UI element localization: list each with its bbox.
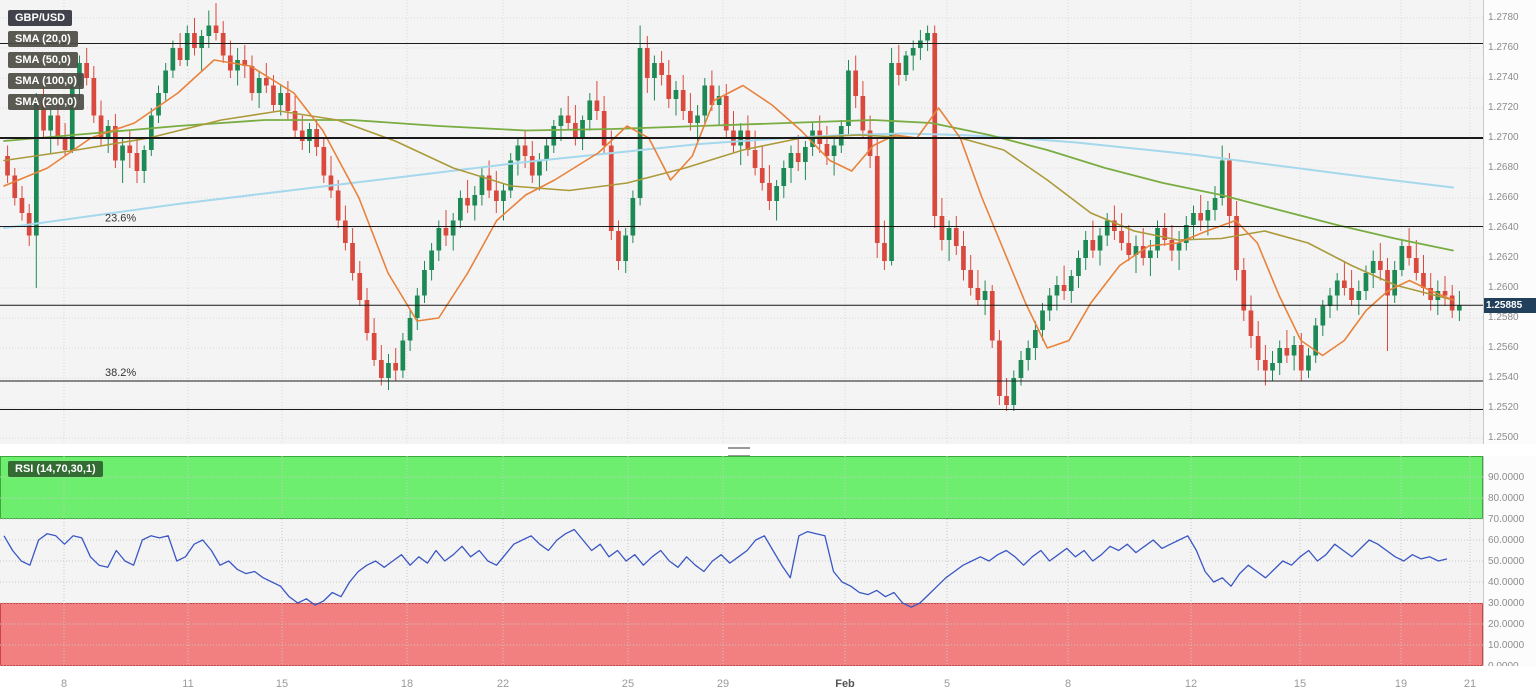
price-tick-label: 1.2520: [1488, 402, 1519, 413]
rsi-tick-label: 30.0000: [1488, 598, 1525, 609]
date-tick-label: 22: [496, 678, 510, 690]
price-tick-label: 1.2560: [1488, 342, 1519, 353]
date-tick-label: 5: [943, 678, 951, 690]
price-tick-label: 1.2760: [1488, 42, 1519, 53]
date-tick-label: 25: [621, 678, 635, 690]
sma100-badge[interactable]: SMA (100,0): [8, 73, 84, 89]
rsi-line: [3, 528, 1448, 608]
rsi-tick-label: 40.0000: [1488, 577, 1525, 588]
candlestick-chart[interactable]: 23.6% 38.2%: [0, 0, 1483, 444]
date-tick-label: 19: [1394, 678, 1408, 690]
date-tick-label: 15: [275, 678, 289, 690]
price-tick-label: 1.2720: [1488, 102, 1519, 113]
price-tick-label: 1.2740: [1488, 72, 1519, 83]
sma200-badge[interactable]: SMA (200,0): [8, 94, 84, 110]
sma20-badge[interactable]: SMA (20,0): [8, 31, 78, 47]
last-price-badge: 1.25885: [1484, 297, 1536, 313]
candles-layer: [5, 3, 1462, 411]
symbol-badge[interactable]: GBP/USD: [8, 10, 73, 26]
price-tick-label: 1.2660: [1488, 192, 1519, 203]
analysis-lines-layer[interactable]: 23.6% 38.2%: [0, 43, 1483, 410]
panel-divider: [0, 444, 1536, 457]
price-axis[interactable]: 1.25885 1.2780 1.2760 1.2740 1.2720 1.2700 1.…: [1483, 0, 1536, 444]
rsi-tick-label: 70.0000: [1488, 514, 1525, 525]
date-tick-label: Feb: [835, 678, 855, 690]
sma-lines-layer: [3, 59, 1454, 357]
fib-level-label: 23.6%: [105, 213, 136, 225]
rsi-oversold-band: [0, 603, 1483, 666]
price-tick-label: 1.2680: [1488, 162, 1519, 173]
fib-level-label: 38.2%: [105, 367, 136, 379]
price-tick-label: 1.2580: [1488, 312, 1519, 323]
rsi-chart[interactable]: [0, 456, 1483, 666]
rsi-gridlines: [0, 456, 1483, 666]
rsi-badge[interactable]: RSI (14,70,30,1): [8, 461, 103, 477]
date-tick-label: 8: [1064, 678, 1072, 690]
price-tick-label: 1.2500: [1488, 432, 1519, 443]
rsi-panel[interactable]: RSI (14,70,30,1): [0, 456, 1483, 667]
rsi-tick-label: 20.0000: [1488, 619, 1525, 630]
sma50-badge[interactable]: SMA (50,0): [8, 52, 78, 68]
date-tick-label: 11: [182, 678, 194, 690]
date-tick-label: 12: [1184, 678, 1198, 690]
date-axis[interactable]: 8 11 15 18 22 25 29 Feb 5 8 12 15 19 21: [0, 666, 1536, 700]
date-tick-label: 29: [716, 678, 730, 690]
rsi-tick-label: 80.0000: [1488, 493, 1525, 504]
price-tick-label: 1.2600: [1488, 282, 1519, 293]
price-tick-label: 1.2700: [1488, 132, 1519, 143]
price-tick-label: 1.2620: [1488, 252, 1519, 263]
rsi-tick-label: 90.0000: [1488, 472, 1525, 483]
date-tick-label: 18: [400, 678, 414, 690]
rsi-tick-label: 10.0000: [1488, 640, 1525, 651]
rsi-tick-label: 60.0000: [1488, 535, 1525, 546]
date-tick-label: 21: [1463, 678, 1477, 690]
date-tick-label: 8: [60, 678, 68, 690]
rsi-tick-label: 50.0000: [1488, 556, 1525, 567]
main-gridlines: [0, 0, 1483, 444]
rsi-overbought-band: [0, 456, 1483, 519]
main-price-panel[interactable]: 23.6% 38.2%: [0, 0, 1483, 445]
price-tick-label: 1.2540: [1488, 372, 1519, 383]
rsi-axis[interactable]: 90.0000 80.0000 70.0000 60.0000 50.0000 40.00…: [1483, 456, 1536, 672]
price-tick-label: 1.2640: [1488, 222, 1519, 233]
indicator-legend: GBP/USD SMA (20,0) SMA (50,0) SMA (100,0…: [8, 10, 84, 115]
price-tick-label: 1.2780: [1488, 12, 1519, 23]
date-tick-label: 15: [1293, 678, 1307, 690]
